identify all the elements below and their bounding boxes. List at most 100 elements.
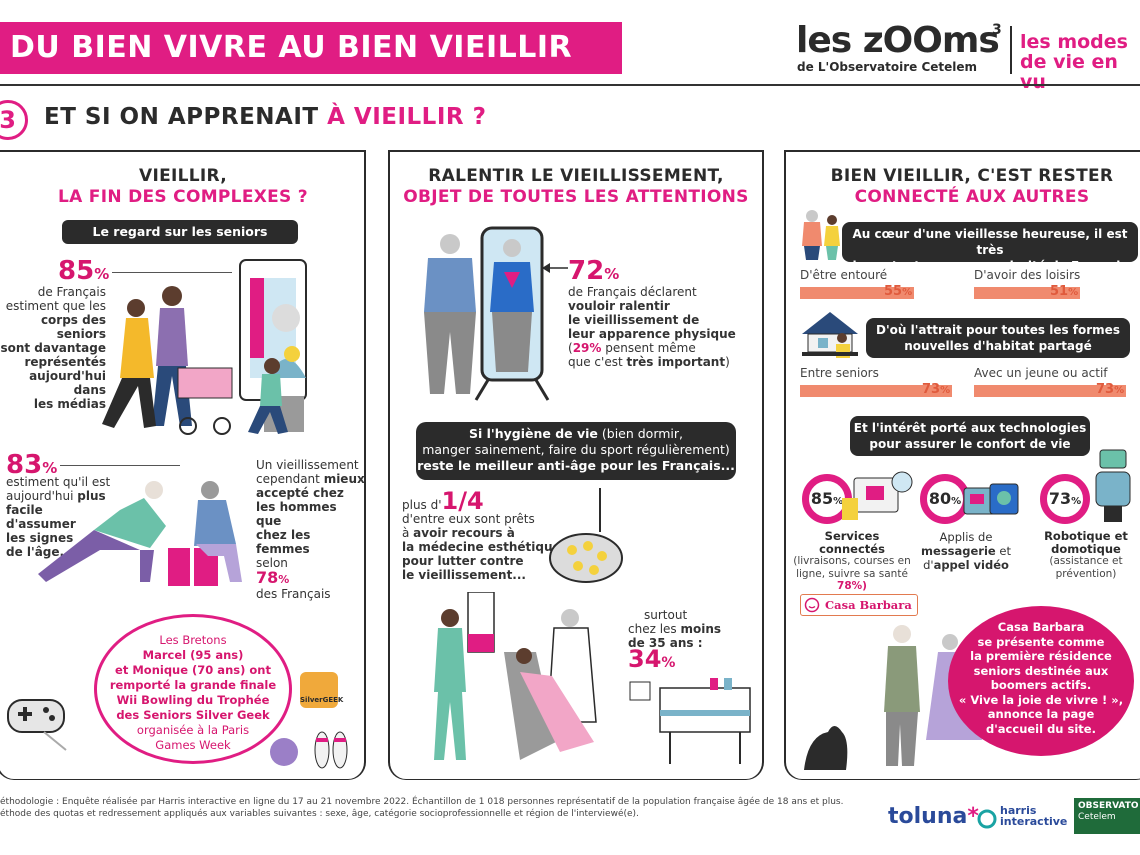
p2p-l1a: Si l'hygiène de vie (468, 426, 598, 441)
p1s1-t5: représentés (24, 355, 106, 369)
bar1-label: D'être entouré (800, 268, 888, 282)
method-line1: éthodologie : Enquête réalisée par Harri… (0, 797, 844, 807)
p2s1-t6a: que c'est (568, 355, 627, 369)
panel2-stat1-text: de Français déclarent vouloir ralentir l… (568, 285, 758, 369)
ring2-value: 80 (928, 489, 952, 508)
p1b-l2: Marcel (95 ans) (142, 648, 244, 662)
panel1-stat3-text: Un vieillissement cependant mieux accept… (256, 458, 366, 601)
bar4-pct: % (1114, 385, 1125, 396)
ring3: 73% (1040, 474, 1090, 524)
shared-housing-icon (802, 312, 858, 358)
panel2 (388, 150, 764, 780)
p1s2-t4: les signes (6, 531, 74, 545)
panel3-pill1: Au cœur d'une vieillesse heureuse, il es… (842, 222, 1138, 273)
panel1-pill: Le regard sur les seniors change... (62, 220, 298, 263)
panel3-pill3: Et l'intérêt porté aux technologies pour… (850, 416, 1090, 456)
bar1-pct: % (902, 287, 913, 298)
p3b-l2: se présente comme (977, 634, 1105, 649)
p1s3-t4: les hommes que (256, 500, 337, 528)
ring3-t4: prévention) (1055, 567, 1117, 580)
panel2-pill: Si l'hygiène de vie (bien dormir, manger… (416, 422, 736, 480)
bar3-value: 73% (922, 382, 950, 397)
online-shopping-icon (842, 471, 913, 520)
p1s3-t7: des Français (256, 587, 331, 601)
panel1-stat2-text: estiment qu'il est aujourd'hui plus faci… (6, 475, 116, 559)
observatoire-logo: OBSERVATO Cetelem (1074, 798, 1140, 834)
toluna-logo: toluna* (888, 804, 979, 829)
p2s1-t2: vouloir ralentir (568, 299, 670, 313)
bowling-icon (270, 731, 348, 769)
smiley-icon (804, 597, 820, 613)
p2p-l2: manger sainement, faire du sport réguliè… (422, 442, 730, 457)
p3p1-l1: Au cœur d'une vieillesse heureuse, il es… (852, 227, 1128, 257)
bar4-value: 73% (1096, 382, 1124, 397)
bar2-value: 51% (1050, 284, 1078, 299)
panel1-stat1-figure: 85% (58, 256, 109, 286)
bar4 (974, 385, 1126, 397)
ring3-t2: domotique (1051, 541, 1121, 556)
p1s3-t2b: mieux (323, 472, 365, 486)
p3b-l5: boomers actifs. (990, 678, 1092, 692)
ring3-t3: (assistance et (1049, 555, 1123, 567)
panel1-title-line2: LA FIN DES COMPLEXES ? (58, 187, 308, 207)
panel1-stat3-unit: % (278, 573, 290, 586)
family-kiosk-illustration (102, 259, 307, 435)
p3b-l4: seniors destinée aux (973, 663, 1109, 678)
panel2-stat3-unit: % (661, 655, 676, 671)
p3b-l1: Casa Barbara (997, 620, 1085, 634)
arrow-left-icon (542, 263, 568, 273)
harris-logo-line2: interactive (1000, 815, 1068, 828)
bar1-value-num: 55 (884, 284, 903, 299)
ring1-t1: (livraisons, courses en (793, 555, 911, 567)
panel1-stat2-value: 83 (6, 450, 43, 480)
p3p3-l1: Et l'intérêt porté aux technologies (853, 421, 1087, 435)
p2s3-t1: surtout (644, 608, 688, 622)
p3p3-l2: pour assurer le confort de vie (869, 437, 1071, 451)
method-line2: éthode des quotas et redressement appliq… (0, 809, 639, 819)
p2s1-t6b: très important (626, 355, 726, 369)
p2s3-t3: de 35 ans : (628, 636, 703, 650)
p2p-l1b: (bien dormir, (597, 426, 684, 441)
p2s1-t1: de Français déclarent (568, 285, 697, 299)
p2s2-t1: d'entre eux sont prêts (402, 512, 535, 526)
p2s2-t3: la médecine esthétique (402, 540, 561, 554)
bar4-label: Avec un jeune ou actif (974, 366, 1108, 380)
p2s1-t5a: ( (568, 341, 573, 355)
p3p2-l1: D'où l'attrait pour toutes les formes (876, 323, 1120, 337)
bar3-label: Entre seniors (800, 366, 879, 380)
panel3-title-line1: BIEN VIEILLIR, C'EST RESTER (830, 166, 1114, 186)
p1s3-t6: selon (256, 556, 288, 570)
p1s3-t1: Un vieillissement (256, 458, 359, 472)
panel1-stat2-figure: 83% (6, 450, 57, 480)
panel1-stat1-text: de Français estiment que les corps des s… (0, 285, 106, 411)
p1b-l4: remporté la grande finale (109, 678, 277, 692)
seniors-exercising-illustration (38, 481, 242, 586)
p3b-l7: annonce la page (987, 707, 1095, 721)
ring1-title: Services connectés (819, 529, 885, 556)
bar3-value-num: 73 (922, 382, 941, 397)
ring3-pct: % (1071, 496, 1082, 507)
p2s2-t4: pour lutter contre (402, 554, 524, 568)
p1s2-t2a: aujourd'hui (6, 489, 78, 503)
zooms-logo-sup: 3 (992, 22, 1002, 38)
bar4-value-num: 73 (1096, 382, 1115, 397)
p3p2-l2: nouvelles d'habitat partagé (904, 339, 1092, 353)
panel3-title: BIEN VIEILLIR, C'EST RESTER CONNECTÉ AUX… (784, 166, 1140, 208)
p2s3-t2b: moins (680, 622, 722, 636)
logo-divider (1010, 26, 1012, 74)
p1s2-t3: facile d'assumer (6, 503, 76, 531)
p1s1-t2: estiment que les (5, 299, 106, 313)
section-title-start: ET SI ON APPRENAIT (44, 104, 328, 130)
p1b-l6: des Seniors Silver Geek (116, 708, 270, 722)
panel1-title: VIEILLIR, LA FIN DES COMPLEXES ? (0, 166, 366, 208)
panel2-title-line2: OBJET DE TOUTES LES ATTENTIONS (403, 187, 749, 207)
ring2-t2b: et (995, 544, 1011, 558)
p1b-l3: et Monique (70 ans) ont (115, 663, 271, 677)
p1s2-t2b: plus (77, 489, 106, 503)
p3b-l8: d'accueil du site. (986, 721, 1096, 736)
p1b-l7: organisée à la Paris (136, 723, 250, 737)
video-call-icon (963, 483, 1019, 515)
gamepad-icon (7, 699, 67, 751)
panel3 (784, 150, 1140, 780)
ring3-caption: Robotique et domotique (assistance et pr… (1030, 530, 1140, 580)
